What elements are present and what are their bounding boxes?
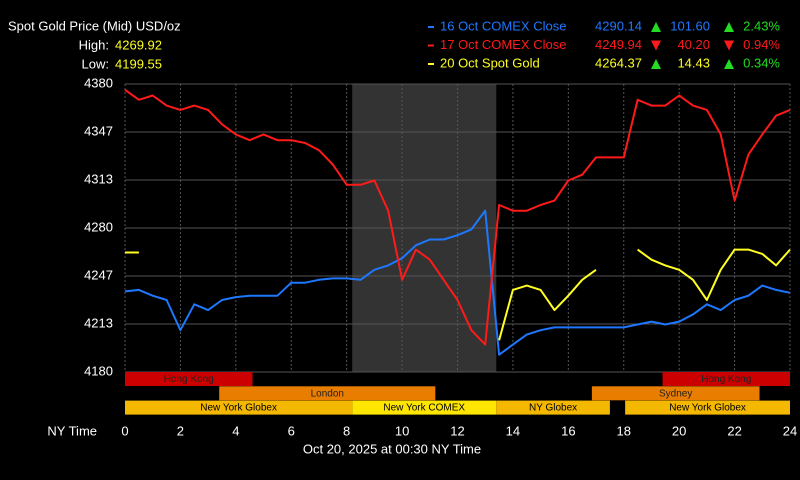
x-tick-label: 18 — [617, 423, 631, 438]
y-tick-label: 4380 — [84, 75, 113, 90]
change-pct-arrow — [724, 40, 734, 51]
y-tick-label: 4313 — [84, 171, 113, 186]
y-tick-label: 4347 — [84, 123, 113, 138]
session-bar — [662, 372, 790, 386]
legend-label: 20 Oct Spot Gold — [440, 55, 540, 70]
session-bar — [496, 400, 610, 415]
session-label: London — [311, 388, 344, 399]
session-bar — [591, 386, 760, 401]
x-tick-label: 0 — [121, 423, 128, 438]
chart-title: Spot Gold Price (Mid) USD/oz — [8, 18, 181, 33]
session-label: New York Globex — [669, 403, 746, 414]
session-bar — [625, 400, 790, 415]
session-bar — [125, 372, 253, 386]
series-line — [124, 209, 791, 356]
session-bar — [125, 400, 353, 415]
x-tick-label: 6 — [288, 423, 295, 438]
x-tick-label: 20 — [672, 423, 686, 438]
y-tick-label: 4247 — [84, 267, 113, 282]
change-arrow — [651, 22, 661, 32]
y-tick-label: 4213 — [84, 315, 113, 330]
session-label: New York Globex — [200, 403, 277, 414]
x-tick-label: 14 — [506, 423, 520, 438]
low-label: Low: — [82, 56, 109, 71]
y-tick-label: 4180 — [84, 363, 113, 378]
x-tick-label: 24 — [783, 423, 797, 438]
series-line — [125, 248, 791, 341]
session-label: NY Globex — [529, 403, 577, 414]
caption: Oct 20, 2025 at 00:30 NY Time — [303, 441, 481, 456]
legend-change: 40.20 — [677, 37, 710, 52]
change-pct-arrow — [724, 59, 734, 69]
session-bar — [352, 400, 497, 415]
change-pct-arrow — [724, 22, 734, 32]
legend-change-pct: 2.43% — [743, 18, 780, 33]
low-value: 4199.55 — [115, 56, 162, 71]
x-axis-label: NY Time — [47, 423, 97, 438]
x-tick-label: 16 — [561, 423, 575, 438]
change-arrow — [651, 59, 661, 69]
x-tick-label: 2 — [177, 423, 184, 438]
y-tick-label: 4280 — [84, 219, 113, 234]
high-label: High: — [79, 37, 109, 52]
legend-change: 101.60 — [670, 18, 710, 33]
legend-last: 4264.37 — [595, 55, 642, 70]
x-tick-label: 10 — [395, 423, 409, 438]
x-tick-label: 22 — [727, 423, 741, 438]
legend-last: 4290.14 — [595, 18, 642, 33]
session-bar — [219, 386, 436, 401]
high-value: 4269.92 — [115, 37, 162, 52]
x-tick-label: 8 — [343, 423, 350, 438]
legend-label: 17 Oct COMEX Close — [440, 37, 566, 52]
session-label: Hong Kong — [164, 374, 214, 385]
series-line — [124, 88, 791, 346]
legend-change: 14.43 — [677, 55, 710, 70]
session-label: New York COMEX — [383, 403, 465, 414]
session-label: Sydney — [659, 388, 692, 399]
session-label: Hong Kong — [701, 374, 751, 385]
change-arrow — [651, 40, 661, 51]
legend-change-pct: 0.94% — [743, 37, 780, 52]
legend-last: 4249.94 — [595, 37, 642, 52]
legend-label: 16 Oct COMEX Close — [440, 18, 566, 33]
x-tick-label: 4 — [232, 423, 239, 438]
x-tick-label: 12 — [450, 423, 464, 438]
legend-change-pct: 0.34% — [743, 55, 780, 70]
